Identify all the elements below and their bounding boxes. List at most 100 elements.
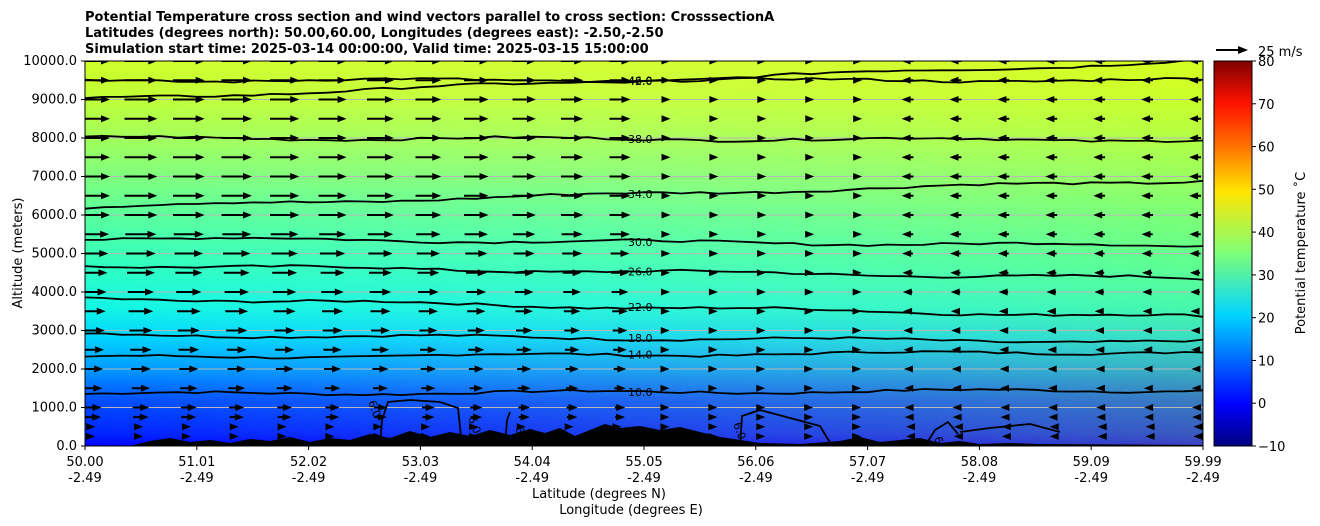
wind-vector-head xyxy=(431,230,441,238)
wind-vector-head xyxy=(756,404,766,411)
wind-vector-head xyxy=(621,192,631,200)
wind-vector-head xyxy=(853,173,863,180)
wind-vector-head xyxy=(1095,327,1105,334)
wind-vector-head xyxy=(572,269,582,277)
y-tick-label: 7000.0 xyxy=(32,170,78,185)
wind-vector-head xyxy=(660,384,670,392)
wind-vector-head xyxy=(1095,346,1105,354)
wind-vector-head xyxy=(573,250,583,257)
y-tick-label: 10000.0 xyxy=(23,54,77,69)
wind-vector-head xyxy=(181,432,191,440)
wind-vector-head xyxy=(526,96,536,103)
wind-vector-head xyxy=(950,250,960,257)
wind-vector-head xyxy=(426,384,436,392)
wind-vector-head xyxy=(522,365,532,373)
wind-vector-head xyxy=(709,211,719,219)
wind-vector-head xyxy=(709,153,719,161)
wind-vector-head xyxy=(709,250,719,257)
wind-vector-head xyxy=(660,327,670,334)
wind-vector-head xyxy=(904,384,914,392)
wind-vector-head xyxy=(101,192,110,200)
wind-vector-head xyxy=(98,269,108,277)
wind-vector-head xyxy=(477,269,487,277)
wind-vector-head xyxy=(756,269,766,277)
wind-vector-head xyxy=(331,384,341,392)
wind-vector-head xyxy=(709,115,719,123)
wind-vector-head xyxy=(804,288,814,296)
wind-vector-head xyxy=(901,173,911,180)
wind-vector-head xyxy=(140,404,150,411)
wind-vector-head xyxy=(148,134,158,142)
wind-vector-head xyxy=(661,61,671,65)
wind-vector-head xyxy=(661,269,671,277)
wind-vector-head xyxy=(574,192,584,200)
wind-vector-head xyxy=(242,76,252,84)
wind-vector-head xyxy=(1193,423,1203,431)
wind-vector-head xyxy=(242,134,252,142)
wind-vector-head xyxy=(616,404,626,411)
wind-vector-head xyxy=(144,307,154,315)
wind-vector-head xyxy=(384,134,394,142)
contour-label: 14.0 xyxy=(628,349,653,362)
wind-vector-head xyxy=(1045,61,1055,65)
wind-vector-head xyxy=(805,211,815,219)
wind-vector-head xyxy=(194,230,204,238)
wind-vector-head xyxy=(336,230,346,238)
x-tick-label-lat: 56.06 xyxy=(737,455,774,470)
wind-vector-head xyxy=(574,115,584,123)
wind-vector-head xyxy=(997,96,1007,103)
wind-vector-head xyxy=(569,384,579,392)
wind-vector-head xyxy=(574,173,584,180)
wind-vector-head xyxy=(616,413,626,421)
wind-vector-head xyxy=(242,192,252,200)
wind-vector-head xyxy=(95,346,105,354)
wind-vector-head xyxy=(526,61,536,65)
wind-vector-head xyxy=(330,404,340,411)
wind-vector-head xyxy=(950,269,960,277)
wind-vector-head xyxy=(148,153,158,161)
wind-vector-head xyxy=(134,423,144,431)
wind-vector-head xyxy=(526,153,536,161)
wind-vector-head xyxy=(286,307,296,315)
wind-vector-head xyxy=(1189,269,1199,277)
wind-vector-head xyxy=(101,173,110,180)
wind-vector-head xyxy=(468,432,478,440)
wind-vector-head xyxy=(564,423,574,431)
wind-vector-head xyxy=(190,346,200,354)
wind-vector-head xyxy=(1192,413,1202,421)
wind-vector-head xyxy=(852,432,862,440)
wind-vector-head xyxy=(427,365,437,373)
wind-vector-head xyxy=(998,269,1008,277)
wind-vector-head xyxy=(181,423,191,431)
wind-vector-head xyxy=(805,61,815,65)
wind-vector-head xyxy=(478,230,488,238)
wind-vector-head xyxy=(1189,250,1199,257)
wind-vector-head xyxy=(853,211,863,219)
wind-vector-head xyxy=(1045,153,1055,161)
y-tick-label: 8000.0 xyxy=(32,131,78,146)
wind-vector-head xyxy=(101,76,110,84)
wind-vector-head xyxy=(188,384,198,392)
chart-title-line-2: Latitudes (degrees north): 50.00,60.00, … xyxy=(85,26,664,41)
wind-vector-head xyxy=(569,365,579,373)
wind-vector-head xyxy=(1145,423,1155,431)
wind-vector-head xyxy=(242,153,252,161)
wind-vector-head xyxy=(804,365,814,373)
wind-vector-head xyxy=(805,134,815,142)
wind-vector-head xyxy=(239,307,249,315)
wind-vector-head xyxy=(852,423,862,431)
wind-vector-head xyxy=(804,346,814,354)
wind-vector-head xyxy=(757,211,767,219)
wind-vector-head xyxy=(1045,134,1055,142)
wind-vector-head xyxy=(475,346,485,354)
contour-line xyxy=(85,296,1203,318)
wind-vector-head xyxy=(619,288,629,296)
contour-label: 38.0 xyxy=(628,133,653,146)
wind-vector-head xyxy=(145,269,155,277)
wind-vector-head xyxy=(1190,327,1200,334)
wind-vector-head xyxy=(95,327,105,334)
x-tick-label-lat: 52.02 xyxy=(290,455,327,470)
wind-vector-head xyxy=(1093,115,1103,123)
wind-vector-head xyxy=(101,61,110,65)
wind-vector-head xyxy=(621,134,631,142)
